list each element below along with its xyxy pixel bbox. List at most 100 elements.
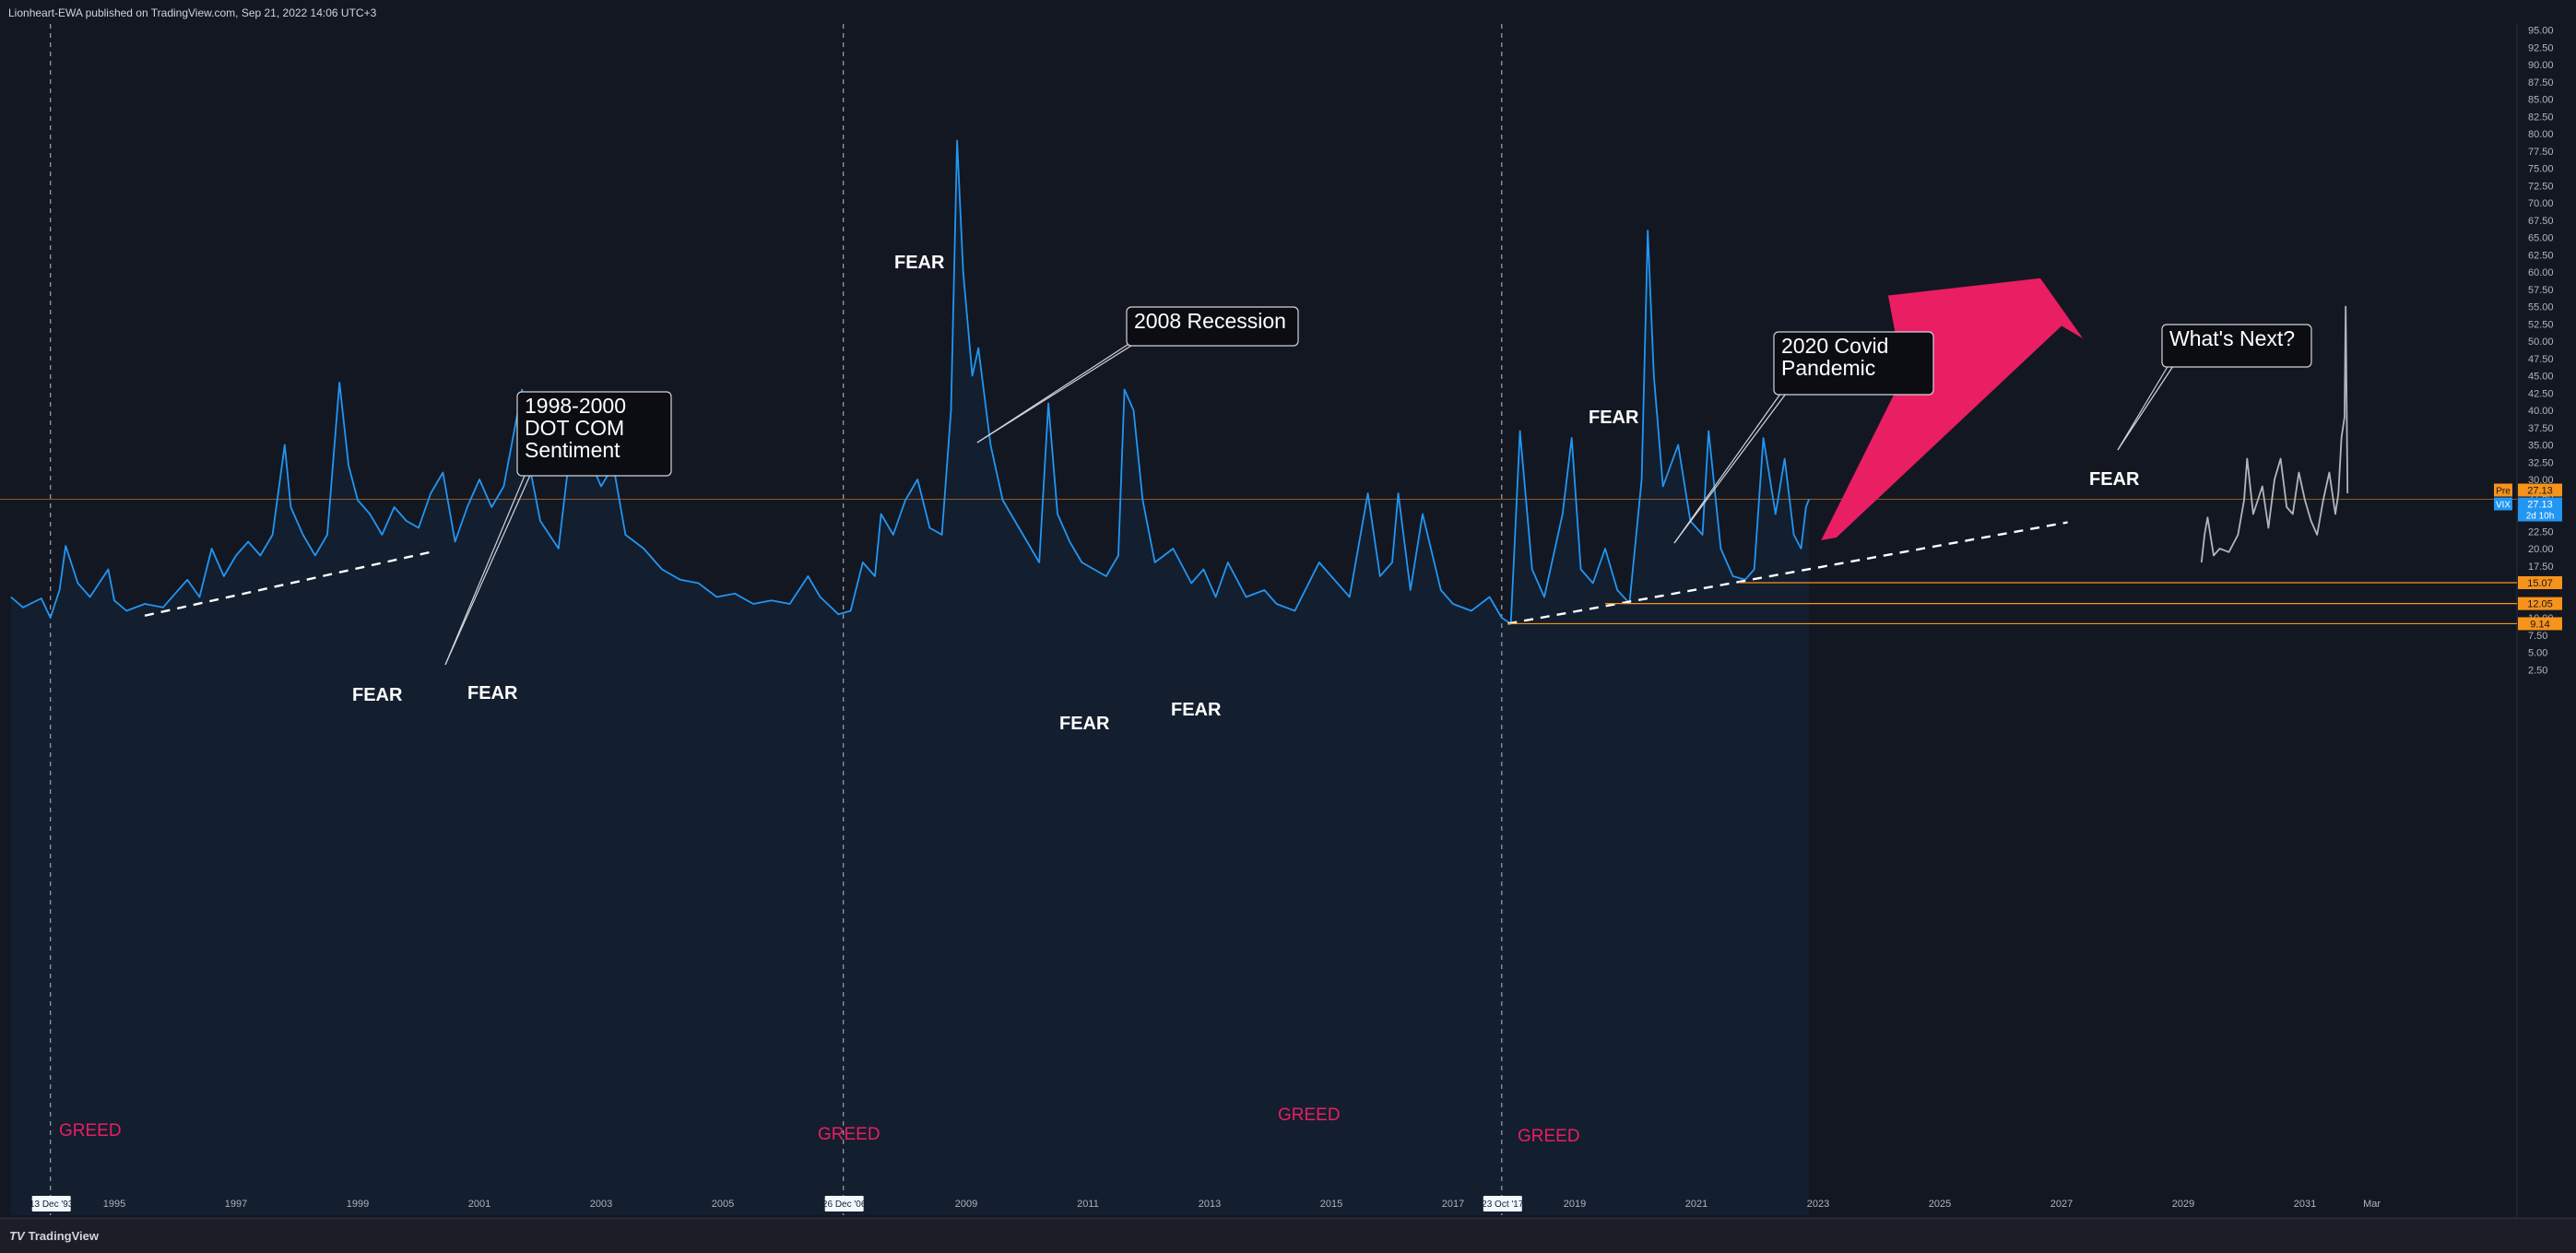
fear-label: FEAR xyxy=(1589,408,1639,428)
y-tick-label: 22.50 xyxy=(2528,526,2554,538)
x-tick-label: Mar xyxy=(2363,1199,2381,1210)
y-tick-label: 92.50 xyxy=(2528,42,2554,53)
x-tick-label: 2025 xyxy=(1929,1199,1951,1210)
y-tick-label: 67.50 xyxy=(2528,216,2554,227)
y-tick-label: 45.00 xyxy=(2528,372,2554,383)
callout-box xyxy=(2161,324,2312,368)
brand-name: TradingView xyxy=(28,1229,99,1243)
callout-box xyxy=(516,391,672,477)
fear-label: FEAR xyxy=(352,685,403,705)
y-tick-label: 65.00 xyxy=(2528,233,2554,244)
level-price-box xyxy=(2518,617,2562,631)
fear-label: FEAR xyxy=(1171,700,1222,720)
y-tick-label: 77.50 xyxy=(2528,147,2554,158)
event-marker-box xyxy=(1483,1196,1522,1212)
y-tick-label: 40.00 xyxy=(2528,406,2554,417)
series-layer xyxy=(10,139,2349,1215)
x-tick-label: 2009 xyxy=(955,1199,977,1210)
y-tick-label: 55.00 xyxy=(2528,302,2554,313)
y-tick-label: 5.00 xyxy=(2528,648,2547,659)
greed-label: GREED xyxy=(1278,1105,1341,1125)
callout-pointer xyxy=(444,470,527,666)
callout-text: 1998-2000 xyxy=(525,394,626,418)
callout-pointer xyxy=(2117,360,2172,451)
y-tick-label: 52.50 xyxy=(2528,319,2554,330)
callout-text: 2008 Recession xyxy=(1134,309,1286,333)
y-tick-label: 35.00 xyxy=(2528,441,2554,452)
vix-price-box xyxy=(2518,497,2562,522)
event-markers-layer: 13 Dec '93 26 Dec '06 23 Oct '17 xyxy=(0,24,2517,1215)
level-price-box xyxy=(2518,597,2562,610)
greed-label: GREED xyxy=(1518,1127,1580,1146)
callout-text: What's Next? xyxy=(2169,326,2295,350)
trendline xyxy=(1507,521,2068,625)
x-tick-label: 1995 xyxy=(103,1199,125,1210)
x-tick-label: 2027 xyxy=(2050,1199,2073,1210)
y-tick-label: 95.00 xyxy=(2528,26,2554,37)
vix-badge-label: VIX xyxy=(2496,501,2511,511)
level-price-box xyxy=(2518,575,2562,589)
x-tick-label: 2005 xyxy=(712,1199,734,1210)
x-tick-label: 2017 xyxy=(1442,1199,1464,1210)
y-tick-label: 50.00 xyxy=(2528,337,2554,348)
y-tick-label: 2.50 xyxy=(2528,665,2547,676)
y-tick-label: 20.00 xyxy=(2528,544,2554,555)
level-price-label: 15.07 xyxy=(2527,578,2553,589)
pre-badge-label: Pre xyxy=(2496,487,2511,497)
x-tick-label: 2019 xyxy=(1564,1199,1586,1210)
callout-pointer xyxy=(2117,360,2178,451)
y-tick-label: 60.00 xyxy=(2528,267,2554,278)
y-tick-label: 87.50 xyxy=(2528,77,2554,89)
y-tick-label: 72.50 xyxy=(2528,181,2554,192)
callout-box xyxy=(1773,331,1934,396)
x-tick-label: 2015 xyxy=(1320,1199,1342,1210)
x-tick-label: 2001 xyxy=(468,1199,490,1210)
y-tick-label: 90.00 xyxy=(2528,60,2554,71)
x-tick-label: 2011 xyxy=(1077,1199,1099,1210)
y-tick-label: 17.50 xyxy=(2528,561,2554,573)
publish-info: Lionheart-EWA published on TradingView.c… xyxy=(8,6,377,19)
level-price-label: 9.14 xyxy=(2530,619,2549,630)
fear-label: FEAR xyxy=(1059,714,1110,734)
callout-pointer xyxy=(976,338,1142,443)
y-tick-label: 7.50 xyxy=(2528,631,2547,642)
event-marker-label: 26 Dec '06 xyxy=(822,1200,867,1210)
x-tick-label: 2023 xyxy=(1807,1199,1829,1210)
countdown-label: 2d 10h xyxy=(2526,512,2555,522)
x-tick-label: 2013 xyxy=(1199,1199,1221,1210)
event-marker-box xyxy=(824,1196,864,1212)
event-marker-label: 23 Oct '17 xyxy=(1482,1200,1524,1210)
fear-label: FEAR xyxy=(467,683,518,703)
y-tick-label: 32.50 xyxy=(2528,457,2554,468)
y-tick-label: 57.50 xyxy=(2528,285,2554,296)
y-tick-label: 85.00 xyxy=(2528,95,2554,106)
y-tick-label: 82.50 xyxy=(2528,112,2554,123)
x-tick-label: 2029 xyxy=(2172,1199,2194,1210)
level-price-label: 12.05 xyxy=(2527,599,2553,610)
fear-label: FEAR xyxy=(894,253,945,273)
current-price-box xyxy=(2518,483,2562,497)
callout-pointer xyxy=(1673,389,1784,544)
projection-arrow xyxy=(1821,278,2084,540)
x-tick-label: 2003 xyxy=(590,1199,612,1210)
vix-chart: 95.00 92.50 90.00 87.50 85.00 82.50 80.00 77.50… xyxy=(0,24,2576,1219)
tradingview-logo[interactable]: TV TradingView xyxy=(9,1229,99,1243)
y-tick-label: 62.50 xyxy=(2528,250,2554,261)
callout-text: 2020 Covid xyxy=(1781,334,1888,358)
y-tick-label: 42.50 xyxy=(2528,388,2554,399)
callout-pointer xyxy=(444,470,533,666)
callout-text: Sentiment xyxy=(525,438,620,462)
projection-series-line xyxy=(2200,305,2349,563)
y-tick-label: 47.50 xyxy=(2528,354,2554,365)
series-area xyxy=(10,140,1810,1215)
event-marker-label: 13 Dec '93 xyxy=(30,1200,74,1210)
greed-label: GREED xyxy=(818,1125,880,1144)
fear-label: FEAR xyxy=(2089,469,2140,490)
x-tick-label: 2031 xyxy=(2294,1199,2316,1210)
footer-bar: TV TradingView xyxy=(0,1219,2576,1253)
current-price-label: 27.13 xyxy=(2527,486,2553,497)
y-tick-label: 37.50 xyxy=(2528,423,2554,434)
drawing-layer xyxy=(144,278,2517,625)
y-tick-label: 30.00 xyxy=(2528,475,2554,486)
